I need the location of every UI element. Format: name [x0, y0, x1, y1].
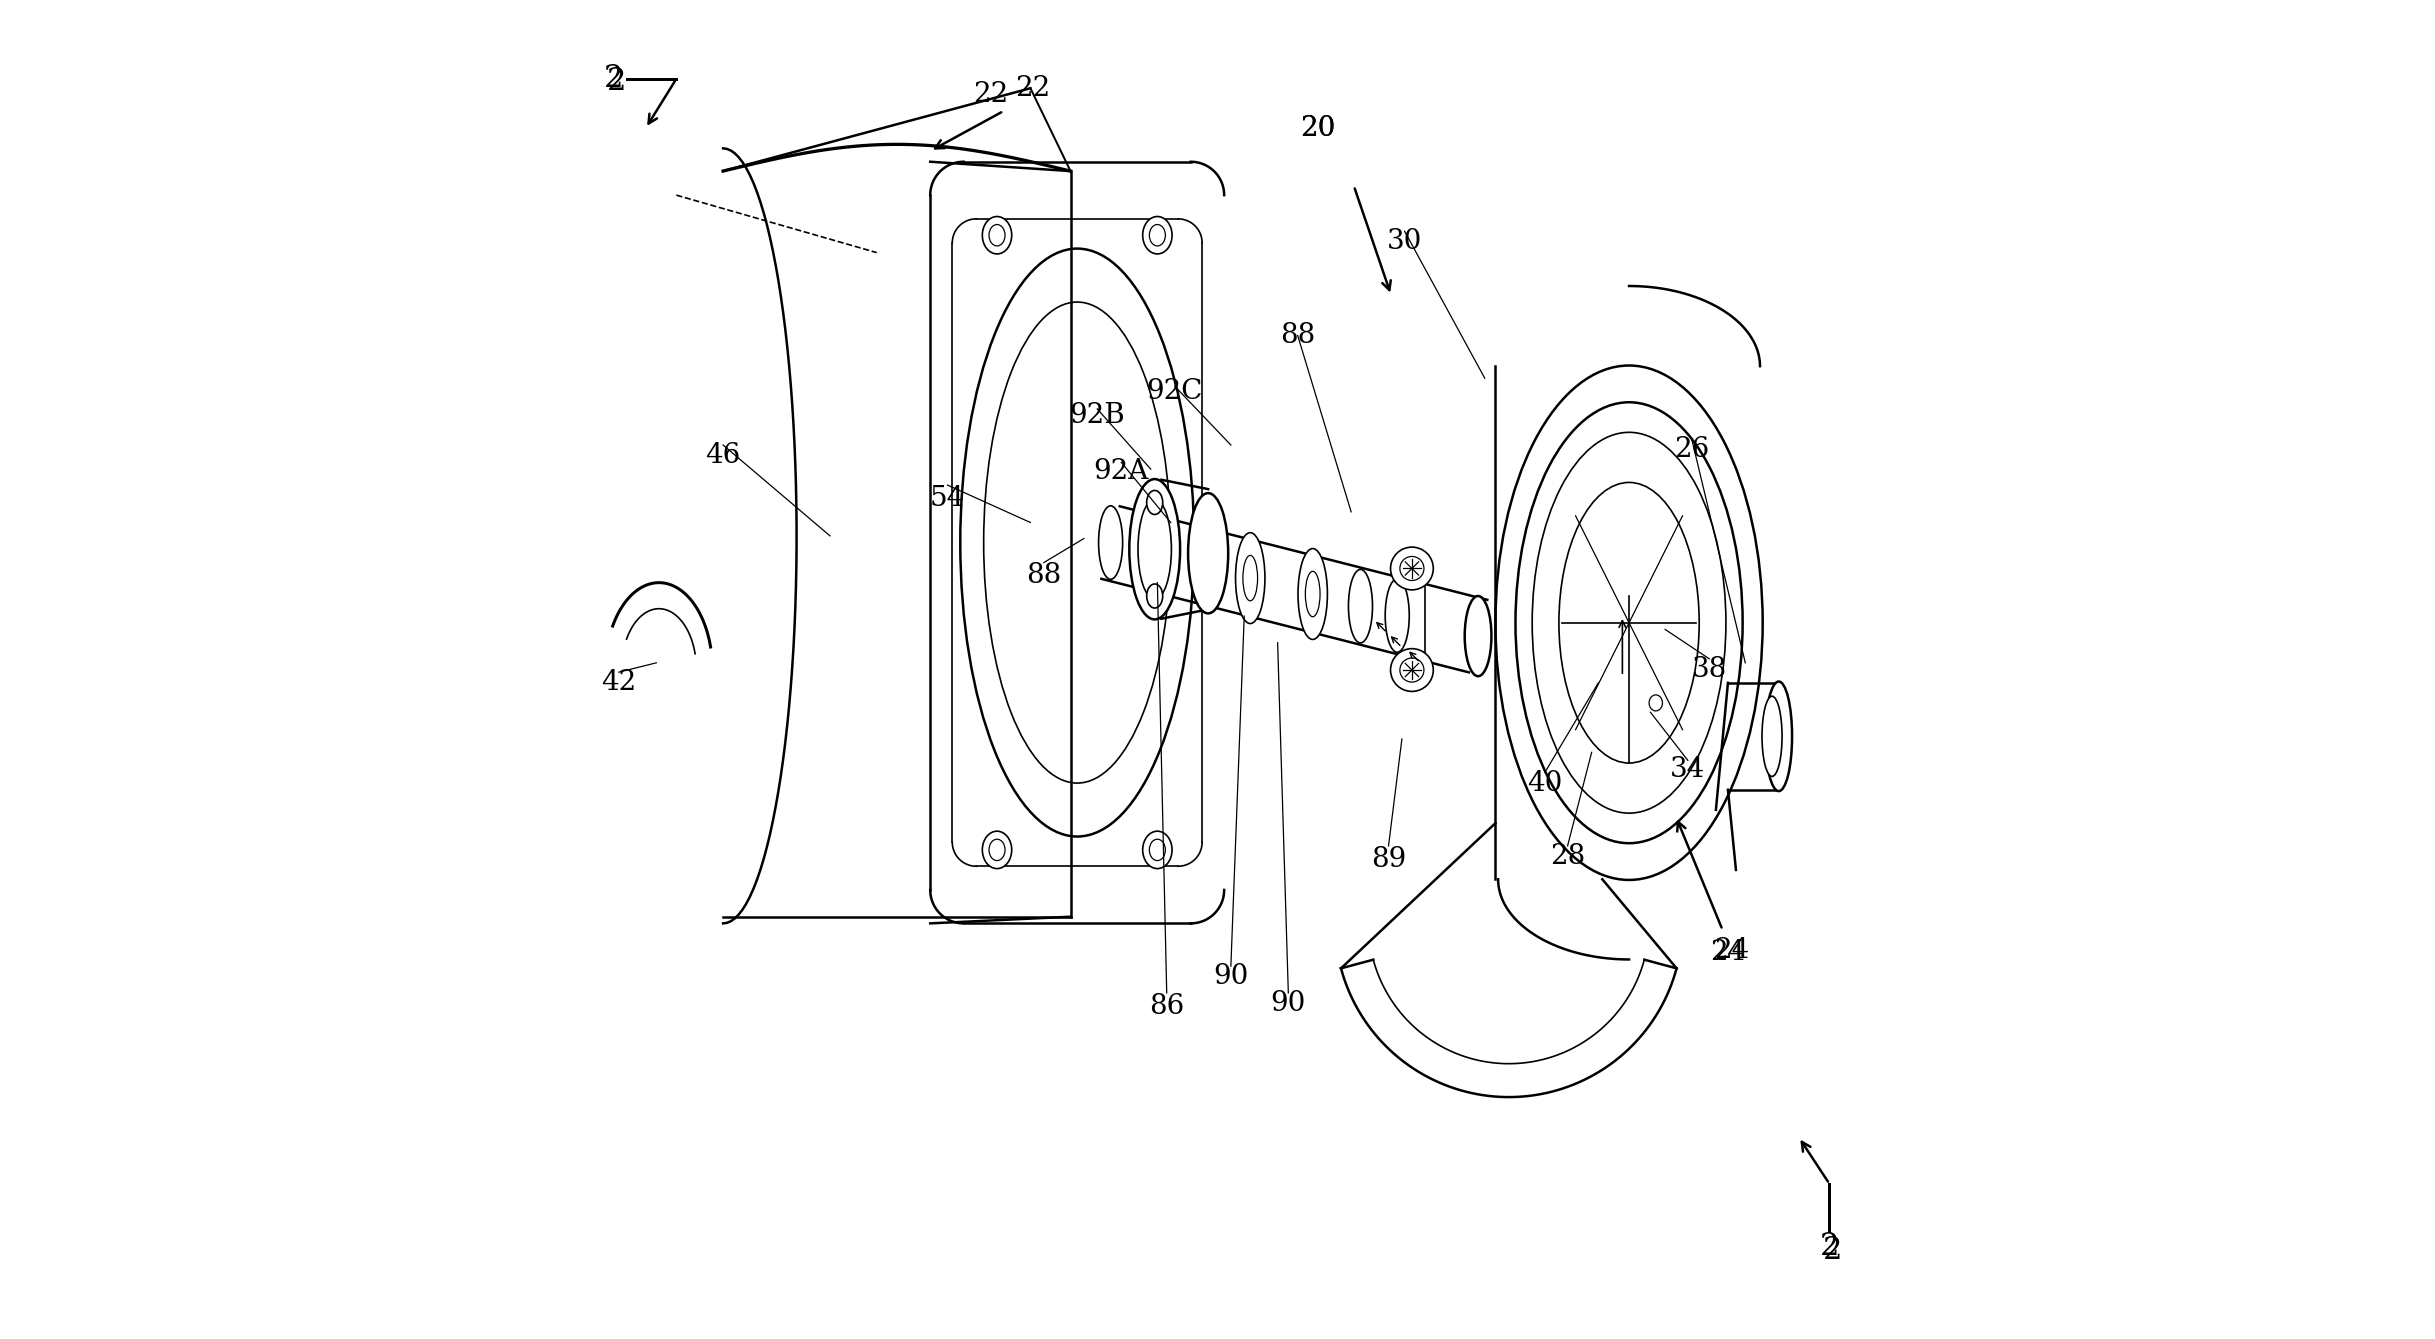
Ellipse shape: [1466, 596, 1490, 676]
Text: 2: 2: [604, 63, 623, 94]
Text: 88: 88: [1281, 321, 1315, 349]
Ellipse shape: [1242, 556, 1256, 601]
Text: 2: 2: [606, 66, 626, 96]
Text: 2: 2: [1819, 1232, 1838, 1263]
Ellipse shape: [1142, 832, 1171, 869]
Text: 20: 20: [1300, 115, 1334, 142]
Ellipse shape: [1137, 499, 1171, 600]
Text: 90: 90: [1271, 990, 1305, 1018]
Ellipse shape: [1130, 479, 1181, 620]
Ellipse shape: [1149, 840, 1166, 861]
Ellipse shape: [1235, 533, 1264, 624]
Text: 34: 34: [1670, 757, 1704, 783]
Ellipse shape: [989, 225, 1006, 246]
Text: 26: 26: [1675, 435, 1709, 462]
Ellipse shape: [981, 217, 1011, 254]
Ellipse shape: [1147, 584, 1164, 608]
Text: 2: 2: [1821, 1236, 1841, 1267]
Ellipse shape: [1142, 217, 1171, 254]
Text: 22: 22: [972, 82, 1008, 108]
Ellipse shape: [1349, 569, 1373, 643]
Ellipse shape: [1098, 506, 1123, 580]
Text: 24: 24: [1709, 939, 1746, 967]
Text: 42: 42: [601, 670, 636, 696]
Text: 20: 20: [1300, 115, 1334, 142]
Text: 92A: 92A: [1093, 458, 1149, 485]
Text: 24: 24: [1714, 936, 1751, 964]
Ellipse shape: [1648, 695, 1663, 711]
Ellipse shape: [1386, 578, 1410, 652]
Ellipse shape: [1763, 696, 1782, 777]
Text: 28: 28: [1551, 844, 1585, 870]
Ellipse shape: [981, 832, 1011, 869]
Ellipse shape: [1149, 225, 1166, 246]
Ellipse shape: [1390, 548, 1434, 590]
Ellipse shape: [1390, 648, 1434, 691]
Text: 92C: 92C: [1147, 378, 1203, 406]
Ellipse shape: [1147, 490, 1164, 514]
Ellipse shape: [1298, 549, 1327, 640]
Ellipse shape: [1400, 657, 1424, 682]
Text: 54: 54: [930, 485, 964, 511]
Text: 38: 38: [1692, 656, 1726, 683]
Text: 92B: 92B: [1069, 402, 1125, 428]
Ellipse shape: [1765, 682, 1792, 791]
Text: 89: 89: [1371, 846, 1405, 873]
Text: 46: 46: [706, 442, 740, 469]
Text: 40: 40: [1527, 770, 1563, 797]
Text: 86: 86: [1149, 992, 1183, 1020]
Text: 88: 88: [1025, 562, 1062, 589]
Ellipse shape: [1305, 572, 1320, 617]
Text: 30: 30: [1388, 229, 1422, 256]
Ellipse shape: [1400, 557, 1424, 581]
Ellipse shape: [989, 840, 1006, 861]
Text: 22: 22: [1015, 75, 1052, 102]
Text: 90: 90: [1213, 963, 1249, 991]
Ellipse shape: [1188, 493, 1227, 613]
